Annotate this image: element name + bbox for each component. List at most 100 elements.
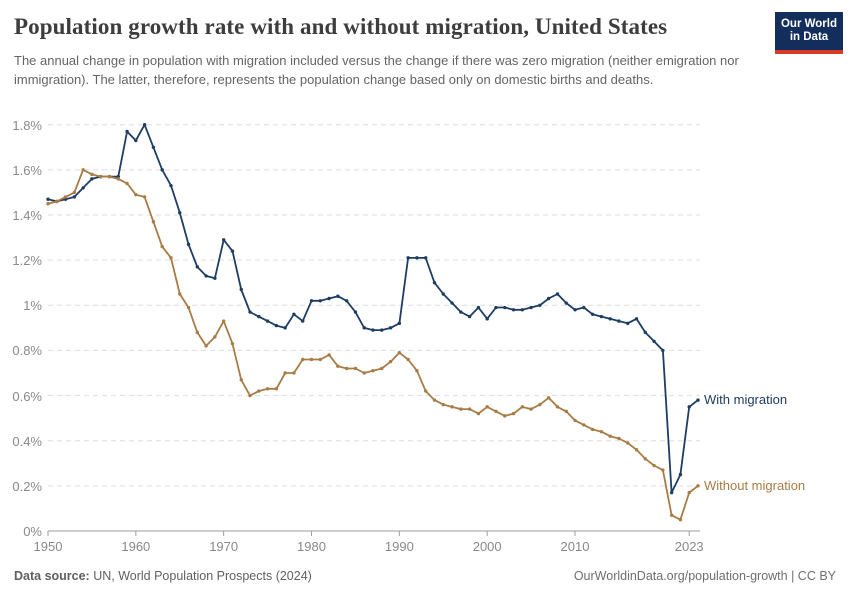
data-point-marker bbox=[441, 292, 445, 296]
data-point-marker bbox=[204, 344, 208, 348]
y-tick-label: 0.8% bbox=[12, 343, 42, 359]
y-tick-label: 0.6% bbox=[12, 388, 42, 404]
data-point-marker bbox=[590, 312, 595, 317]
data-point-marker bbox=[248, 393, 252, 398]
y-tick-label: 0% bbox=[23, 524, 42, 539]
data-point-marker bbox=[678, 472, 683, 477]
data-point-marker bbox=[151, 220, 156, 224]
data-point-marker bbox=[652, 463, 656, 468]
data-point-marker bbox=[608, 434, 612, 438]
data-point-marker bbox=[380, 328, 384, 332]
data-point-marker bbox=[221, 319, 226, 323]
series-line-without-migration[interactable] bbox=[47, 168, 699, 521]
data-point-marker bbox=[634, 317, 639, 321]
data-point-marker bbox=[63, 195, 68, 199]
data-point-marker bbox=[99, 174, 103, 179]
data-point-marker bbox=[318, 357, 322, 362]
data-point-marker bbox=[327, 353, 331, 357]
data-point-marker bbox=[669, 490, 674, 495]
data-point-marker bbox=[511, 411, 516, 416]
owid-logo-line2: in Data bbox=[789, 31, 829, 43]
data-point-marker bbox=[503, 305, 507, 310]
data-point-marker bbox=[274, 387, 279, 391]
data-point-marker bbox=[582, 423, 586, 427]
data-point-marker bbox=[617, 319, 621, 323]
data-point-marker bbox=[652, 339, 656, 344]
data-point-marker bbox=[204, 274, 208, 278]
series-end-label[interactable]: Without migration bbox=[704, 477, 806, 493]
data-point-marker bbox=[186, 305, 191, 310]
owid-logo-line1: Our World bbox=[780, 18, 837, 30]
data-point-marker bbox=[406, 256, 410, 260]
data-point-marker bbox=[151, 145, 156, 149]
data-point-marker bbox=[90, 177, 94, 181]
data-point-marker bbox=[142, 123, 147, 127]
data-point-marker bbox=[388, 326, 393, 330]
data-point-marker bbox=[546, 396, 551, 400]
x-tick-label: 1980 bbox=[297, 539, 326, 554]
data-point-marker bbox=[178, 292, 182, 296]
data-source-text: UN, World Population Prospects (2024) bbox=[89, 569, 312, 583]
data-point-marker bbox=[257, 389, 261, 393]
y-tick-label: 1.4% bbox=[12, 207, 42, 223]
data-point-marker bbox=[230, 249, 235, 253]
data-point-marker bbox=[687, 405, 691, 409]
data-source-label: Data source: bbox=[14, 569, 90, 583]
data-point-marker bbox=[485, 405, 489, 409]
data-point-marker bbox=[46, 202, 50, 206]
data-source-note: Data source: UN, World Population Prospe… bbox=[14, 569, 312, 583]
data-point-marker bbox=[344, 299, 349, 303]
data-point-marker bbox=[371, 369, 375, 373]
data-point-marker bbox=[529, 407, 533, 411]
data-point-marker bbox=[292, 312, 296, 317]
y-tick-label: 0.2% bbox=[12, 478, 42, 494]
data-point-marker bbox=[503, 414, 507, 418]
data-point-marker bbox=[46, 197, 50, 201]
data-point-marker bbox=[555, 292, 560, 296]
data-point-marker bbox=[301, 319, 305, 323]
data-point-marker bbox=[467, 407, 472, 411]
owid-logo[interactable]: Our World in Data bbox=[775, 12, 843, 54]
data-point-marker bbox=[344, 366, 349, 371]
data-point-marker bbox=[318, 299, 322, 303]
data-point-marker bbox=[485, 317, 489, 321]
y-tick-label: 0.4% bbox=[12, 433, 42, 449]
data-point-marker bbox=[626, 441, 630, 445]
data-point-marker bbox=[283, 326, 287, 330]
data-point-marker bbox=[459, 407, 463, 411]
data-point-marker bbox=[564, 409, 568, 414]
data-point-marker bbox=[125, 129, 129, 134]
data-point-marker bbox=[55, 199, 59, 204]
data-point-marker bbox=[195, 330, 200, 335]
data-point-marker bbox=[301, 357, 305, 362]
data-point-marker bbox=[81, 186, 85, 190]
data-point-marker bbox=[520, 308, 525, 312]
owid-link-license[interactable]: OurWorldinData.org/population-growth | C… bbox=[573, 569, 836, 583]
data-point-marker bbox=[432, 281, 437, 285]
data-point-marker bbox=[573, 418, 577, 423]
data-point-marker bbox=[169, 183, 173, 188]
data-point-marker bbox=[476, 411, 481, 416]
data-point-marker bbox=[415, 369, 419, 373]
data-point-marker bbox=[546, 296, 551, 301]
data-point-marker bbox=[230, 341, 235, 346]
data-point-marker bbox=[450, 301, 454, 305]
data-point-marker bbox=[626, 321, 630, 326]
data-point-marker bbox=[678, 518, 683, 522]
data-point-marker bbox=[511, 308, 516, 312]
data-point-marker bbox=[669, 513, 674, 517]
series-line-with-migration[interactable] bbox=[47, 123, 699, 494]
data-point-marker bbox=[643, 330, 647, 335]
series-end-label[interactable]: With migration bbox=[704, 392, 788, 408]
chart-subtitle: The annual change in population with mig… bbox=[14, 53, 739, 87]
data-point-marker bbox=[476, 305, 481, 310]
data-point-marker bbox=[239, 287, 243, 292]
data-point-marker bbox=[459, 310, 463, 314]
x-tick-label: 1960 bbox=[121, 539, 151, 554]
data-point-marker bbox=[388, 360, 393, 364]
data-point-marker bbox=[362, 326, 366, 330]
data-point-marker bbox=[72, 195, 77, 199]
data-point-marker bbox=[643, 457, 647, 461]
data-point-marker bbox=[424, 389, 428, 393]
